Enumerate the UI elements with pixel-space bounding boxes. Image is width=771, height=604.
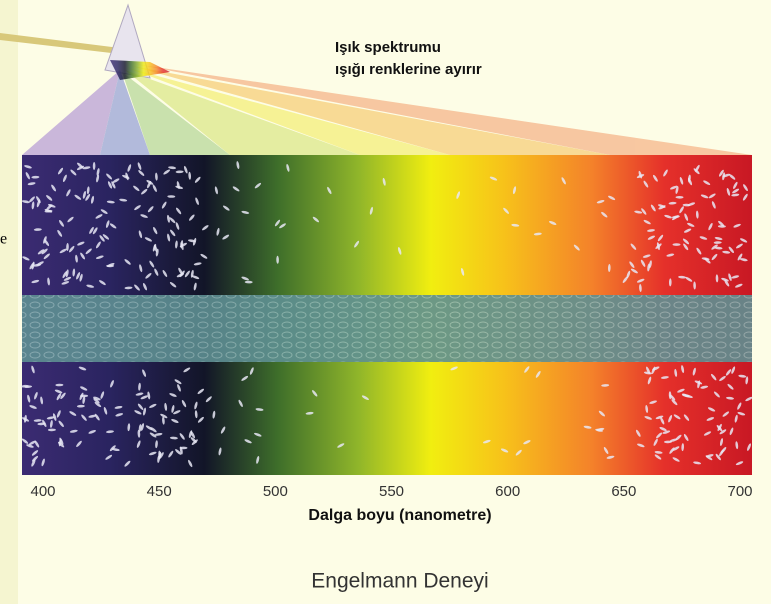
tick-label: 450: [147, 483, 172, 500]
bacterium: [106, 265, 114, 268]
tick-label: 650: [611, 483, 636, 500]
algae-filament: [22, 295, 752, 362]
axis: 400 450 500 550 600 650 700: [30, 483, 752, 500]
page: e Işık spektrumu ışığı renklerine ayırır…: [0, 0, 771, 604]
left-margin: [0, 0, 18, 604]
caption: ışığı renklerine ayırır: [335, 61, 482, 78]
edge-text: e: [0, 231, 7, 248]
axis-label: Dalga boyu (nanometre): [308, 507, 491, 524]
tick-label: 400: [30, 483, 55, 500]
tick-label: 700: [727, 483, 752, 500]
title: Engelmann Deneyi: [311, 570, 488, 593]
caption: Işık spektrumu: [335, 39, 441, 56]
tick-label: 550: [379, 483, 404, 500]
bacterium: [673, 243, 681, 246]
tick-label: 500: [263, 483, 288, 500]
illustration: e Işık spektrumu ışığı renklerine ayırır…: [0, 0, 771, 604]
tick-label: 600: [495, 483, 520, 500]
